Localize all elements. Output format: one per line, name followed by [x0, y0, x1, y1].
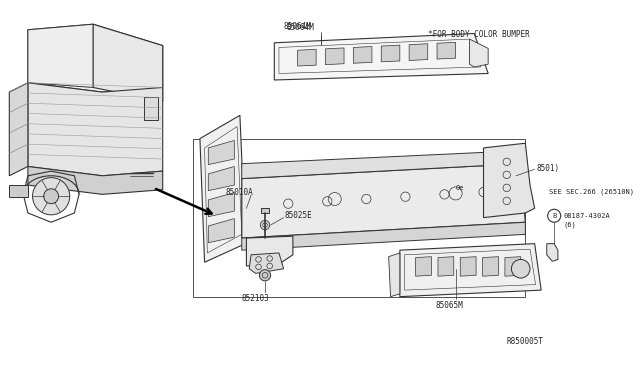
- Polygon shape: [409, 44, 428, 61]
- Text: 8501): 8501): [536, 164, 559, 173]
- Polygon shape: [10, 185, 28, 197]
- Polygon shape: [200, 115, 246, 262]
- Text: (6): (6): [563, 222, 576, 228]
- Polygon shape: [208, 141, 234, 165]
- Text: 85064M: 85064M: [284, 22, 311, 31]
- Polygon shape: [483, 143, 534, 218]
- Polygon shape: [28, 24, 93, 87]
- Polygon shape: [388, 253, 400, 296]
- Text: 85065M: 85065M: [435, 301, 463, 310]
- Circle shape: [44, 189, 59, 203]
- Polygon shape: [28, 24, 163, 92]
- Circle shape: [511, 259, 530, 278]
- Polygon shape: [208, 167, 234, 190]
- Text: SEE SEC.266 (26510N): SEE SEC.266 (26510N): [548, 188, 634, 195]
- Text: B: B: [552, 213, 556, 219]
- Polygon shape: [470, 39, 488, 67]
- Polygon shape: [28, 167, 163, 194]
- Polygon shape: [275, 33, 488, 80]
- Circle shape: [259, 270, 271, 281]
- Polygon shape: [415, 257, 431, 276]
- Polygon shape: [242, 222, 525, 250]
- Text: 08187-4302A: 08187-4302A: [563, 213, 610, 219]
- Polygon shape: [242, 151, 521, 179]
- Text: 85064M: 85064M: [286, 23, 314, 32]
- Polygon shape: [242, 164, 525, 238]
- Text: 85025E: 85025E: [285, 211, 312, 220]
- Polygon shape: [208, 218, 234, 243]
- Polygon shape: [438, 257, 454, 276]
- Text: *FOR BODY COLOR BUMPER: *FOR BODY COLOR BUMPER: [428, 30, 529, 39]
- Polygon shape: [326, 48, 344, 65]
- Polygon shape: [505, 257, 521, 276]
- Text: 852103: 852103: [242, 294, 269, 303]
- Circle shape: [33, 178, 70, 215]
- Polygon shape: [246, 236, 293, 266]
- Polygon shape: [437, 42, 456, 59]
- Circle shape: [260, 220, 269, 230]
- Text: 85010A: 85010A: [226, 188, 253, 197]
- Polygon shape: [249, 253, 284, 273]
- Polygon shape: [208, 192, 234, 217]
- Polygon shape: [460, 257, 476, 276]
- Polygon shape: [93, 24, 163, 102]
- Polygon shape: [261, 208, 269, 213]
- Polygon shape: [353, 46, 372, 63]
- Bar: [144, 97, 158, 120]
- Polygon shape: [28, 83, 163, 176]
- Polygon shape: [547, 244, 558, 261]
- Polygon shape: [400, 244, 541, 296]
- Polygon shape: [483, 257, 499, 276]
- Text: R850005T: R850005T: [507, 337, 544, 346]
- Polygon shape: [10, 83, 28, 176]
- Polygon shape: [381, 45, 400, 62]
- Polygon shape: [298, 49, 316, 66]
- Text: Oe: Oe: [456, 185, 465, 191]
